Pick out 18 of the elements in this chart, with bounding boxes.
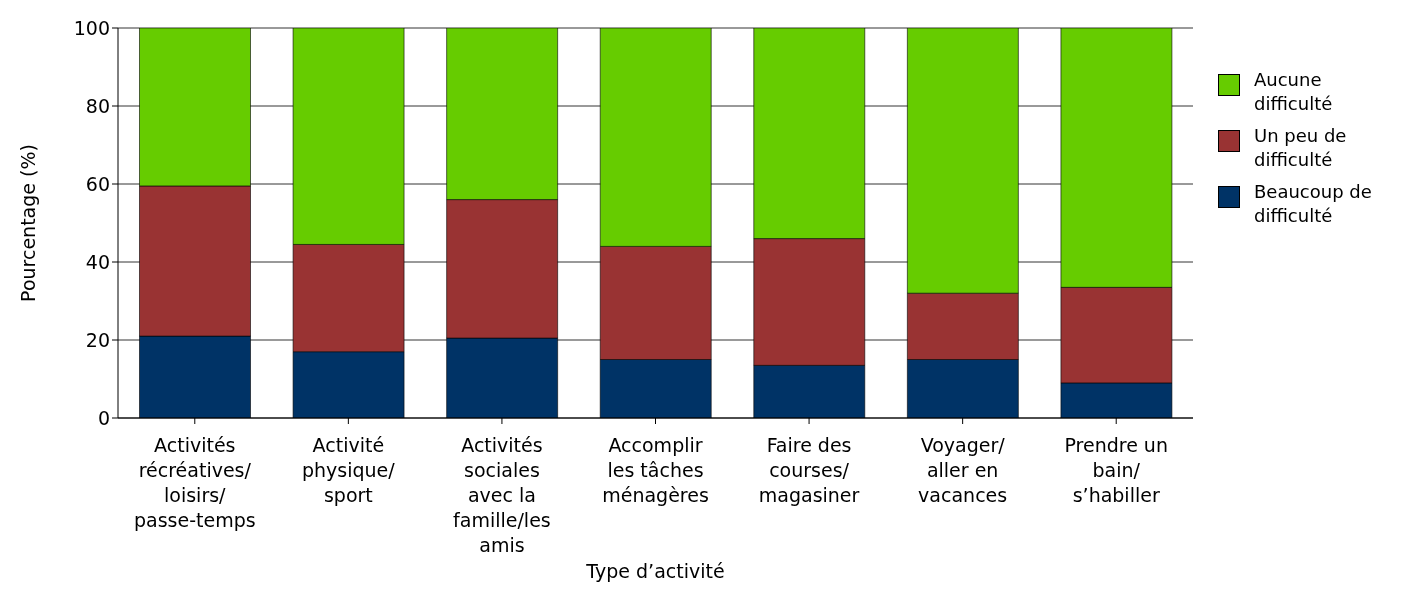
x-tick-label: Voyager/aller en vacances [918,434,1008,506]
y-axis-title: Pourcentage (%) [16,144,39,302]
y-tick-label: 40 [85,250,110,273]
x-tick-label: Activités sociales avec la famille/les amis [453,434,551,556]
legend-label: Beaucoup de difficulté [1254,180,1373,228]
x-tick-label: Faire des courses/magasiner [758,434,860,506]
x-axis-title: Type d’activité [585,560,725,582]
y-tick-label: 100 [73,16,110,39]
x-tick-label: Activité physique/sport [302,434,396,506]
legend-label: Un peu de difficulté [1254,124,1348,172]
x-tick-label: Accomplir les tâches ménagères [602,434,709,506]
x-tick-label: Prendre un bain/s’habiller [1064,434,1168,506]
x-tick-label: Activités récréatives/loisirs/passe-temps [133,434,256,531]
y-tick-label: 80 [85,94,110,117]
y-tick-label: 20 [85,328,110,351]
y-tick-label: 60 [85,172,110,195]
legend-label: Aucune difficulté [1254,68,1334,116]
y-tick-label: 0 [97,406,110,429]
